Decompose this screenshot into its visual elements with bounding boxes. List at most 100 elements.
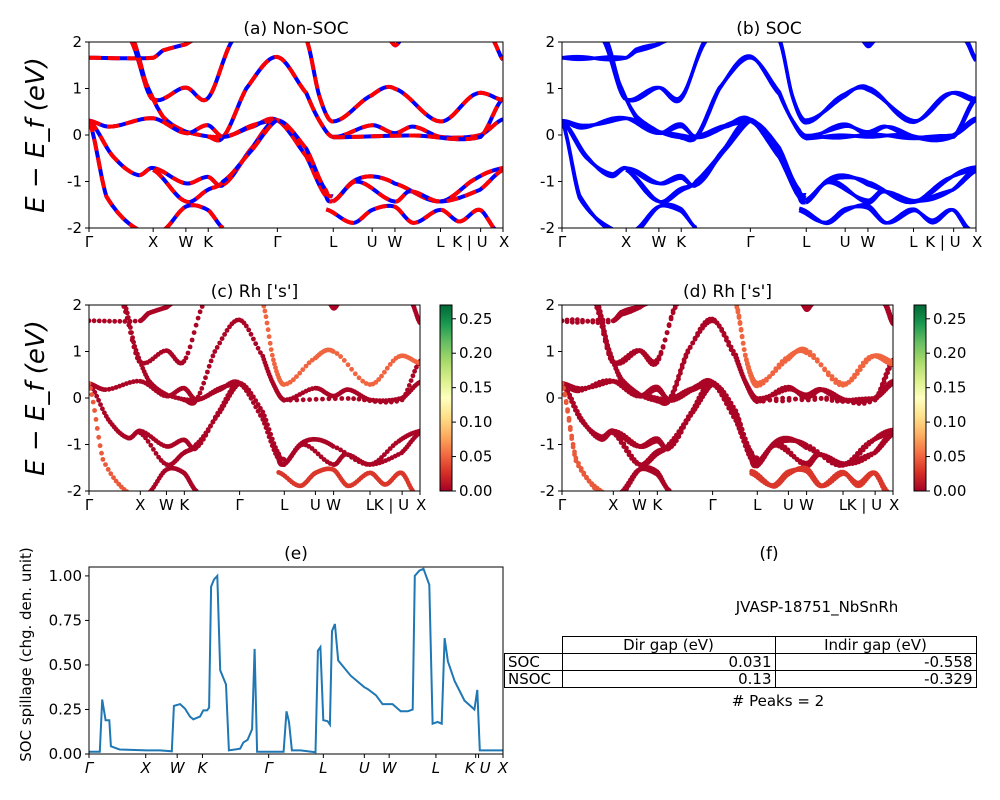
projection-point xyxy=(379,373,384,379)
projection-point xyxy=(829,395,835,401)
band-line-dashed xyxy=(305,42,503,124)
projection-point xyxy=(376,377,382,382)
x-tick-label: W xyxy=(651,233,666,251)
projection-point xyxy=(569,433,575,439)
projection-point xyxy=(334,351,340,356)
projection-point xyxy=(879,381,885,387)
projection-point xyxy=(111,475,116,480)
projection-point xyxy=(262,413,267,419)
projection-point xyxy=(585,318,591,324)
projection-point xyxy=(736,313,742,319)
projection-point xyxy=(810,299,815,304)
x-tick-label: U xyxy=(310,496,321,514)
projection-point xyxy=(654,360,660,365)
y-tick-label: 0 xyxy=(545,126,555,144)
projection-point xyxy=(326,396,332,402)
projection-point xyxy=(417,360,420,366)
projection-point xyxy=(578,466,584,471)
projection-point xyxy=(251,394,256,400)
projection-point xyxy=(876,390,882,396)
projection-point xyxy=(379,455,384,460)
panel-title: (a) Non-SOC xyxy=(243,19,348,39)
panel-title: (b) SOC xyxy=(736,19,802,39)
x-tick-label: U xyxy=(367,233,378,251)
projection-point xyxy=(96,397,101,403)
projection-point xyxy=(788,450,794,456)
colorbar-tick-label: 0.05 xyxy=(459,448,492,466)
projection-point xyxy=(105,467,111,472)
projection-point xyxy=(800,300,805,305)
projection-point xyxy=(836,379,842,385)
projection-point xyxy=(658,351,664,357)
projection-point xyxy=(681,422,686,428)
projection-point xyxy=(697,329,703,334)
projection-point xyxy=(264,320,270,326)
projection-point xyxy=(92,408,97,413)
projection-point xyxy=(313,396,319,402)
projection-point xyxy=(724,335,729,341)
band-line xyxy=(804,167,976,205)
projection-point xyxy=(670,308,676,314)
projection-point xyxy=(96,434,102,440)
projection-point xyxy=(566,415,572,421)
projection-point xyxy=(805,397,811,403)
projection-point xyxy=(565,407,570,412)
projection-point xyxy=(605,319,611,325)
projection-point xyxy=(261,305,267,309)
projection-point xyxy=(251,336,256,342)
projection-point xyxy=(172,305,175,306)
x-tick-label: X xyxy=(499,233,509,251)
projection-point xyxy=(345,396,351,401)
projection-point xyxy=(345,362,351,368)
table-row: SOC 0.031 -0.558 xyxy=(504,653,977,671)
projection-point xyxy=(660,345,666,350)
colorbar-tick-label: 0.00 xyxy=(933,482,966,500)
x-tick-label: X xyxy=(621,233,631,251)
cell-indir-gap: -0.329 xyxy=(774,670,977,688)
x-tick-label: Γ xyxy=(558,233,567,251)
band-line xyxy=(602,42,706,104)
projection-point xyxy=(626,449,632,455)
y-tick-label: -2 xyxy=(67,219,82,237)
projection-point xyxy=(89,318,92,324)
projection-point xyxy=(339,396,345,401)
projection-point xyxy=(851,400,856,406)
projection-point xyxy=(89,381,92,386)
y-tick-label: -1 xyxy=(540,436,555,454)
projection-point xyxy=(569,317,575,322)
gap-table: Dir gap (eV) Indir gap (eV) SOC 0.031 -0… xyxy=(504,636,977,688)
x-tick-label: U xyxy=(359,759,370,777)
projection-point xyxy=(306,360,312,366)
x-tick-label: Γ xyxy=(273,233,282,251)
projection-point xyxy=(818,362,824,368)
y-tick-label: 2 xyxy=(545,296,555,314)
colorbar-tick-label: 0.15 xyxy=(933,379,966,397)
projection-point xyxy=(151,447,156,452)
projection-point xyxy=(271,357,276,363)
projection-point xyxy=(102,318,107,324)
projection-point xyxy=(618,437,624,443)
projection-point xyxy=(215,412,221,418)
colorbar-tick-label: 0.20 xyxy=(933,344,966,362)
projection-point xyxy=(362,397,367,403)
projection-point xyxy=(125,315,131,320)
projection-point xyxy=(735,307,741,313)
projection-point xyxy=(134,378,140,384)
projection-point xyxy=(100,457,106,462)
projection-point xyxy=(411,489,416,491)
x-tick-label: U xyxy=(480,759,491,777)
projection-point xyxy=(330,349,336,354)
projection-point xyxy=(387,362,393,367)
projection-point xyxy=(801,300,806,305)
projection-point xyxy=(675,299,680,304)
plot-area xyxy=(562,299,893,491)
projection-point xyxy=(112,318,118,324)
projection-point xyxy=(130,335,136,340)
axes-frame xyxy=(88,566,504,755)
projection-point xyxy=(294,397,300,403)
projection-point xyxy=(147,490,149,491)
band-line-dashed xyxy=(89,118,334,199)
x-tick-label: K | U xyxy=(925,233,960,251)
x-tick-label: L xyxy=(319,759,327,777)
y-tick-label: -1 xyxy=(67,436,82,454)
